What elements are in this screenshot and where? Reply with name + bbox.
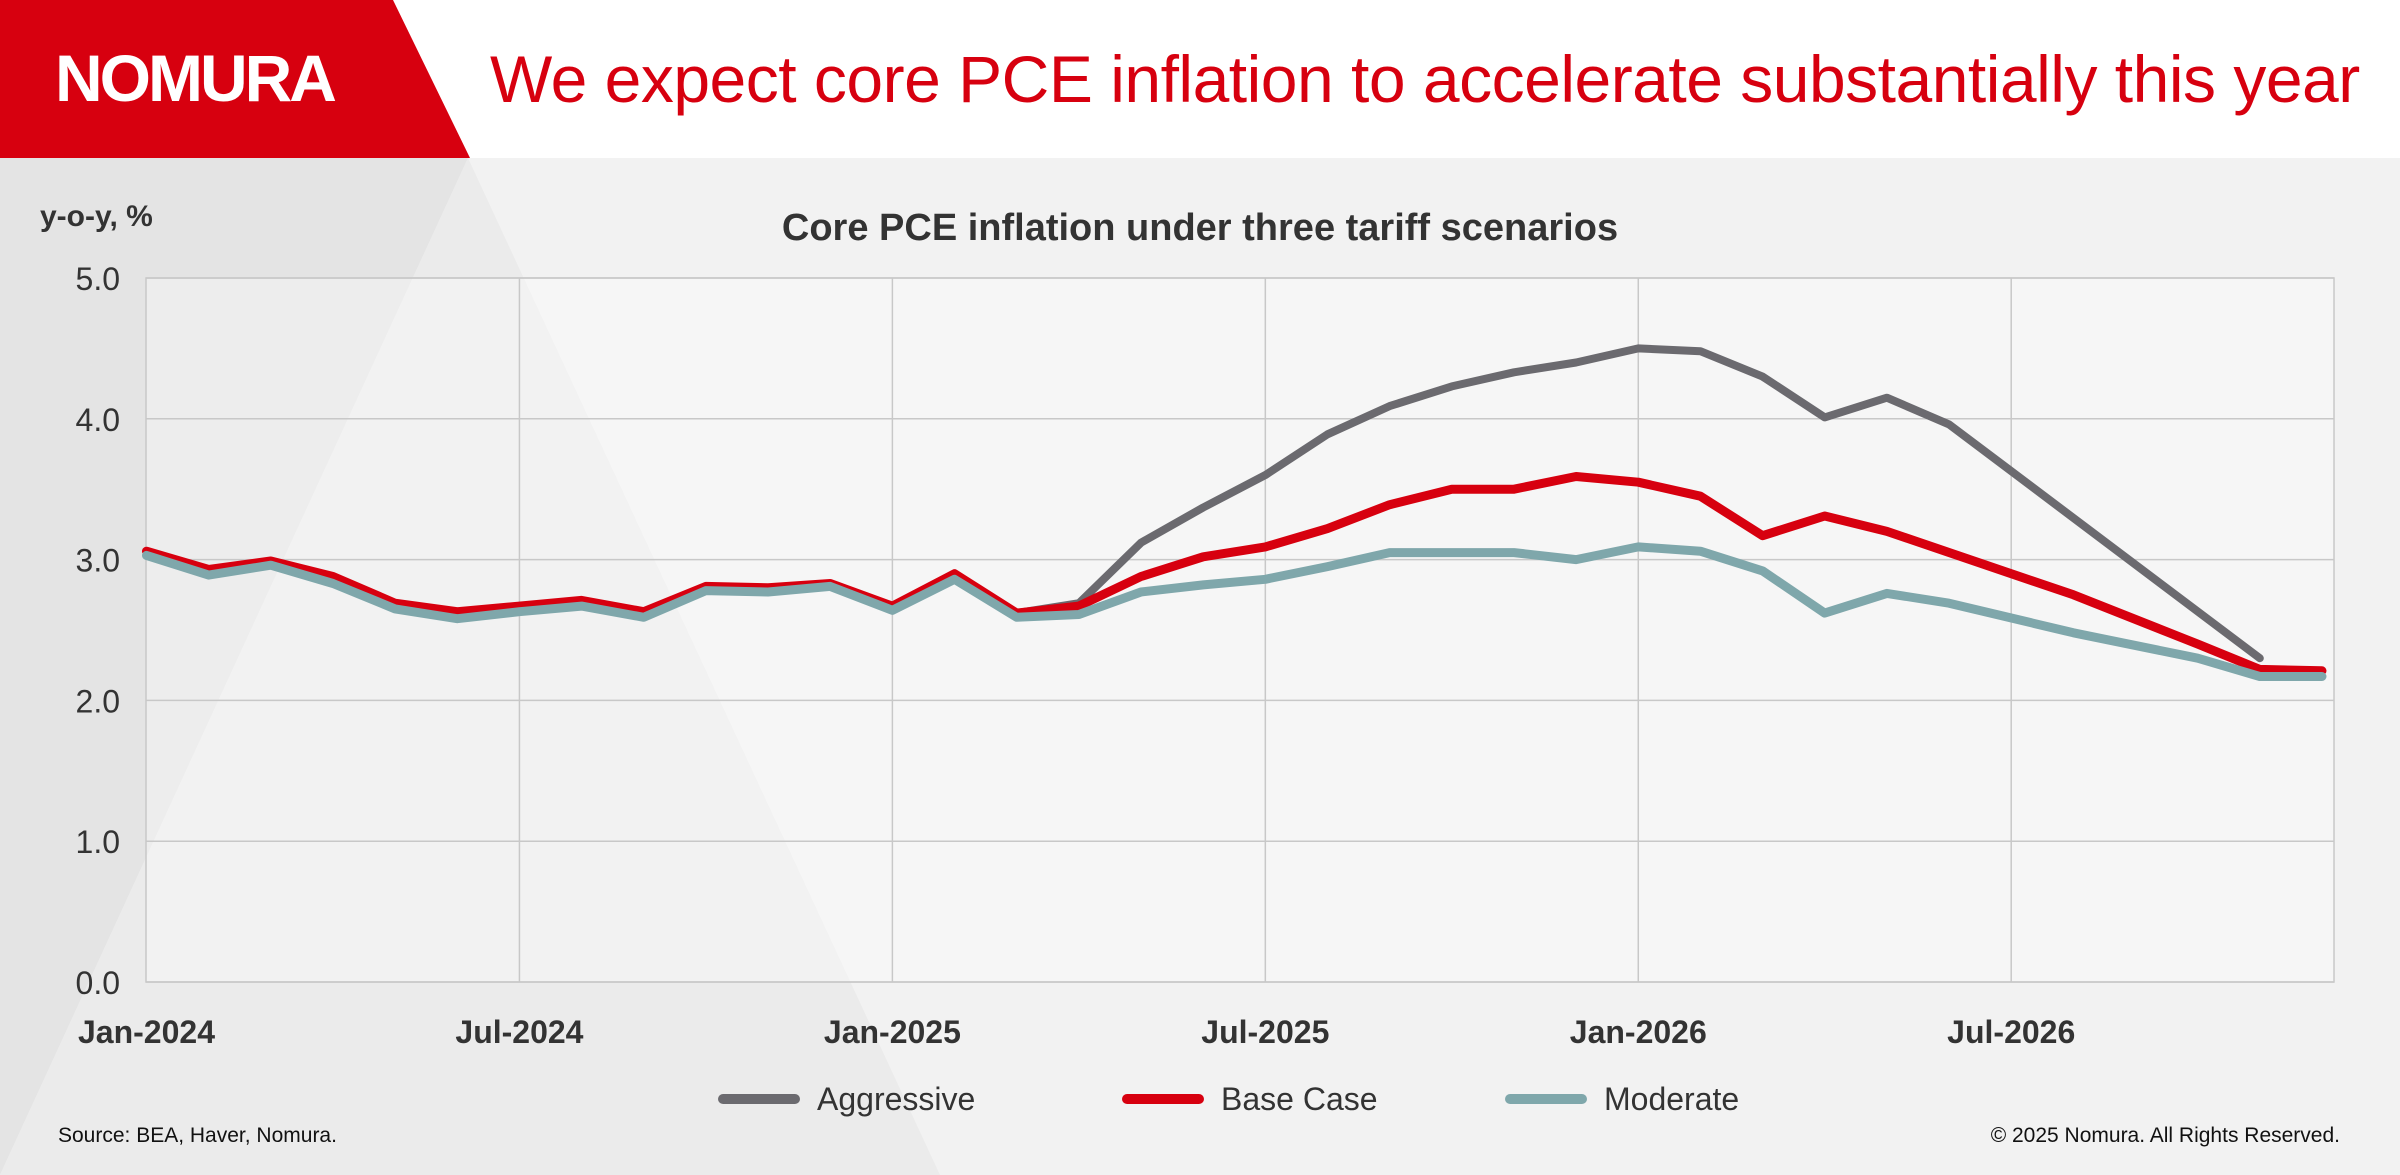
- y-tick-label: 5.0: [76, 261, 120, 297]
- y-axis-unit-label: y-o-y, %: [40, 200, 153, 233]
- x-tick-label: Jul-2026: [1947, 1014, 2075, 1050]
- series-lines: [142, 344, 2327, 681]
- decor-shape-center: [0, 158, 940, 1175]
- background-decoration: [0, 158, 940, 1175]
- legend-label-moderate: Moderate: [1604, 1081, 1739, 1117]
- copyright-note: © 2025 Nomura. All Rights Reserved.: [1990, 1124, 2340, 1147]
- series-line-base-case: [142, 472, 2327, 676]
- y-axis-ticks: 0.0 1.0 2.0 3.0 4.0 5.0: [76, 261, 120, 1001]
- y-tick-label: 4.0: [76, 402, 120, 438]
- y-tick-label: 2.0: [76, 683, 120, 719]
- source-note: Source: BEA, Haver, Nomura.: [58, 1124, 337, 1147]
- header-bar: NOMURA We expect core PCE inflation to a…: [0, 0, 2400, 158]
- x-tick-label: Jan-2026: [1570, 1014, 1707, 1050]
- plot-area: [145, 277, 2335, 983]
- page-headline: We expect core PCE inflation to accelera…: [490, 42, 2360, 116]
- nomura-logo: NOMURA: [55, 41, 337, 115]
- legend-label-aggressive: Aggressive: [817, 1081, 975, 1117]
- legend: Aggressive Base Case Moderate: [718, 1081, 1739, 1117]
- y-tick-label: 1.0: [76, 824, 120, 860]
- y-tick-label: 0.0: [76, 965, 120, 1001]
- x-tick-label: Jul-2025: [1201, 1014, 1329, 1050]
- logo-block: [0, 0, 470, 158]
- x-tick-label: Jan-2025: [824, 1014, 961, 1050]
- series-line-moderate: [142, 542, 2327, 681]
- x-tick-label: Jan-2024: [78, 1014, 215, 1050]
- vertical-gridlines: [518, 278, 2012, 982]
- x-axis-ticks: Jan-2024 Jul-2024 Jan-2025 Jul-2025 Jan-2026…: [78, 1014, 2075, 1050]
- y-tick-label: 3.0: [76, 543, 120, 579]
- x-tick-label: Jul-2024: [455, 1014, 583, 1050]
- chart-title: Core PCE inflation under three tariff sc…: [782, 207, 1618, 249]
- legend-label-base-case: Base Case: [1221, 1081, 1378, 1117]
